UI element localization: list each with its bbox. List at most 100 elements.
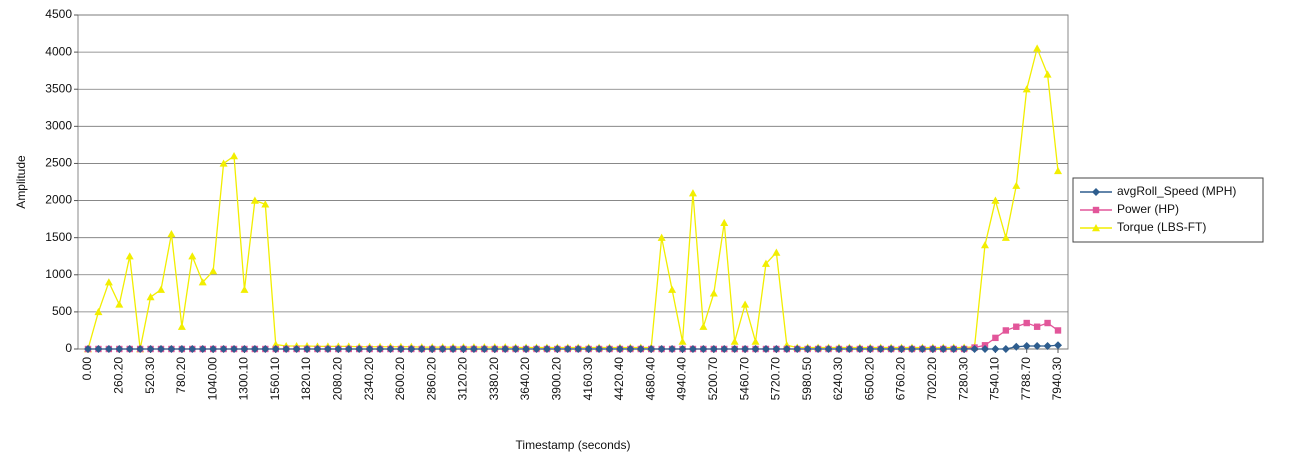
x-tick-label: 4680.40 [643, 357, 657, 401]
marker [94, 307, 103, 316]
marker [980, 241, 989, 249]
x-tick-label: 5460.70 [737, 357, 751, 401]
marker [992, 334, 999, 342]
marker [699, 322, 708, 330]
marker [115, 300, 124, 308]
y-tick-label: 2000 [45, 193, 72, 207]
y-axis-title: Amplitude [14, 155, 28, 209]
marker [177, 322, 186, 330]
x-tick-label: 3900.20 [550, 357, 564, 401]
marker [1022, 342, 1031, 351]
marker [688, 189, 697, 197]
x-tick-label: 1820.10 [299, 357, 313, 401]
marker [167, 229, 176, 238]
marker [198, 278, 207, 286]
marker [386, 345, 395, 353]
marker [1054, 166, 1062, 175]
marker [219, 345, 228, 353]
marker [1033, 323, 1041, 330]
x-tick-label: 5980.50 [800, 357, 814, 401]
marker [438, 345, 447, 353]
x-tick-label: 1300.10 [237, 357, 251, 401]
marker [626, 345, 635, 353]
y-tick-label: 2500 [45, 156, 72, 170]
x-tick-label: 7788.70 [1019, 357, 1033, 401]
marker [1043, 342, 1052, 351]
series-line [87, 46, 1059, 350]
marker [542, 345, 551, 353]
marker [720, 345, 729, 353]
marker [657, 233, 666, 241]
marker [355, 345, 364, 353]
marker [824, 345, 833, 353]
marker [459, 345, 468, 353]
marker [605, 345, 614, 353]
marker [417, 345, 426, 353]
marker [584, 345, 593, 353]
x-tick-label: 7940.30 [1050, 357, 1064, 401]
marker [365, 345, 374, 353]
plot-area [77, 14, 1069, 350]
marker [1033, 44, 1042, 52]
marker [1022, 85, 1031, 93]
marker [563, 345, 572, 353]
y-tick-label: 3000 [45, 119, 72, 133]
marker [313, 345, 322, 353]
marker [115, 345, 124, 353]
marker [104, 345, 113, 353]
marker [532, 345, 541, 353]
y-tick-label: 0 [65, 341, 72, 355]
marker [94, 345, 103, 353]
marker [240, 285, 249, 293]
marker [344, 345, 353, 353]
marker [104, 278, 113, 286]
marker [334, 345, 343, 353]
marker [1012, 342, 1021, 351]
marker [574, 345, 583, 353]
marker [866, 345, 875, 353]
marker [741, 300, 750, 308]
marker [84, 345, 92, 353]
marker [261, 200, 270, 208]
marker [407, 345, 416, 353]
marker [250, 196, 259, 204]
marker [1044, 319, 1051, 327]
marker [709, 289, 718, 297]
marker [782, 345, 791, 353]
x-tick-label: 7020.20 [925, 357, 939, 401]
marker [730, 345, 739, 353]
marker [814, 345, 823, 353]
marker [1092, 224, 1100, 232]
x-tick-label: 7540.10 [988, 357, 1002, 401]
marker [219, 159, 228, 167]
marker [939, 345, 948, 353]
x-tick-label: 2600.20 [393, 357, 407, 401]
marker [323, 345, 332, 353]
marker [688, 345, 697, 353]
marker [209, 345, 218, 353]
marker [647, 345, 656, 353]
marker [991, 196, 1000, 204]
x-tick-label: 6240.30 [831, 357, 845, 401]
marker [751, 345, 760, 353]
marker [980, 345, 989, 353]
marker [1092, 188, 1100, 196]
x-tick-label: 260.20 [111, 357, 125, 394]
marker [501, 345, 510, 353]
marker [188, 252, 197, 260]
marker [1054, 341, 1062, 350]
marker [678, 345, 687, 353]
marker [845, 345, 854, 353]
x-tick-label: 6500.20 [862, 357, 876, 401]
marker [271, 345, 280, 353]
marker [250, 345, 259, 353]
x-tick-label: 3380.20 [487, 357, 501, 401]
marker [522, 345, 531, 353]
marker [761, 259, 770, 267]
marker [991, 345, 1000, 353]
legend-label: Torque (LBS-FT) [1117, 220, 1206, 234]
marker [449, 345, 458, 353]
x-tick-label: 3120.20 [456, 357, 470, 401]
